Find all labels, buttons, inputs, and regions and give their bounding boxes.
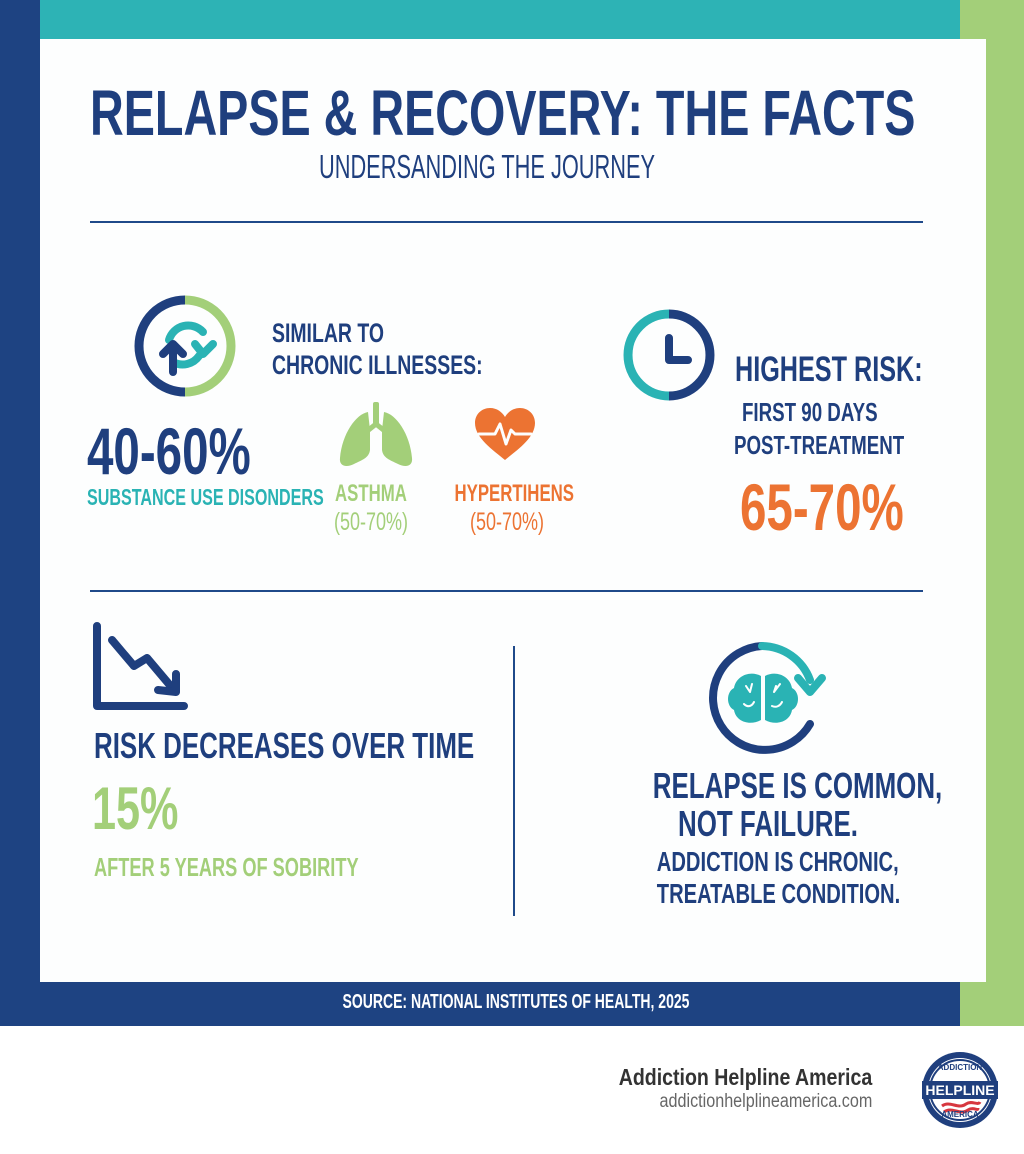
message-line2: NOT FAILURE.: [678, 803, 858, 844]
risk-line1: FIRST 90 DAYS: [742, 397, 878, 427]
brand-badge-logo: HELPLINE ADDICTION AMERICA: [920, 1050, 1000, 1130]
sud-label: SUBSTANCE USE DISONDERS: [87, 484, 324, 510]
middle-divider: [90, 590, 923, 592]
hypertension-value: (50-70%): [469, 508, 545, 536]
lungs-icon: [339, 402, 413, 466]
brain-cycle-icon: [709, 642, 826, 754]
badge-mid-text: HELPLINE: [925, 1082, 995, 1098]
decrease-value: 15%: [92, 775, 179, 842]
message-line1: RELAPSE IS COMMON,: [652, 765, 943, 806]
heart-pulse-icon: [475, 408, 535, 460]
risk-heading: HIGHEST RISK:: [735, 350, 923, 389]
risk-value: 65-70%: [740, 470, 904, 544]
page-subtitle: UNDERSANDING THE JOURNEY: [319, 148, 656, 185]
bottom-vertical-divider: [513, 646, 515, 916]
helpline-badge-icon: [922, 1052, 998, 1128]
source-citation: SOURCE: NATIONAL INSTITUTES OF HEALTH, 2…: [342, 991, 690, 1013]
frame-top-border: [40, 0, 960, 39]
asthma-label: ASTHMA: [335, 480, 407, 507]
clock-icon: [623, 309, 715, 401]
badge-bottom-text: AMERICA: [941, 1110, 979, 1119]
decrease-label: AFTER 5 YEARS OF SOBIRITY: [94, 852, 359, 882]
message-line4: TREATABLE CONDITION.: [656, 878, 901, 909]
badge-top-text: ADDICTION: [937, 1063, 983, 1072]
message-line3: ADDICTION IS CHRONIC,: [656, 846, 899, 877]
chronic-heading-line1: SIMILAR TO: [272, 318, 384, 348]
decrease-heading: RISK DECREASES OVER TIME: [94, 725, 475, 766]
hypertension-label: HYPERTIHENS: [454, 480, 574, 507]
trend-down-chart-icon: [93, 622, 188, 710]
brand-name: Addiction Helpline America: [618, 1064, 872, 1090]
page-title: RELAPSE & RECOVERY: THE FACTS: [90, 77, 916, 149]
cycle-arrows-icon: [134, 295, 236, 397]
risk-line2: POST-TREATMENT: [734, 430, 905, 460]
asthma-value: (50-70%): [334, 508, 409, 536]
sud-relapse-value: 40-60%: [87, 414, 251, 488]
header-divider: [90, 221, 923, 223]
chronic-heading-line2: CHRONIC ILLNESSES:: [272, 350, 483, 380]
brand-url[interactable]: addictionhelplineamerica.com: [659, 1091, 872, 1112]
